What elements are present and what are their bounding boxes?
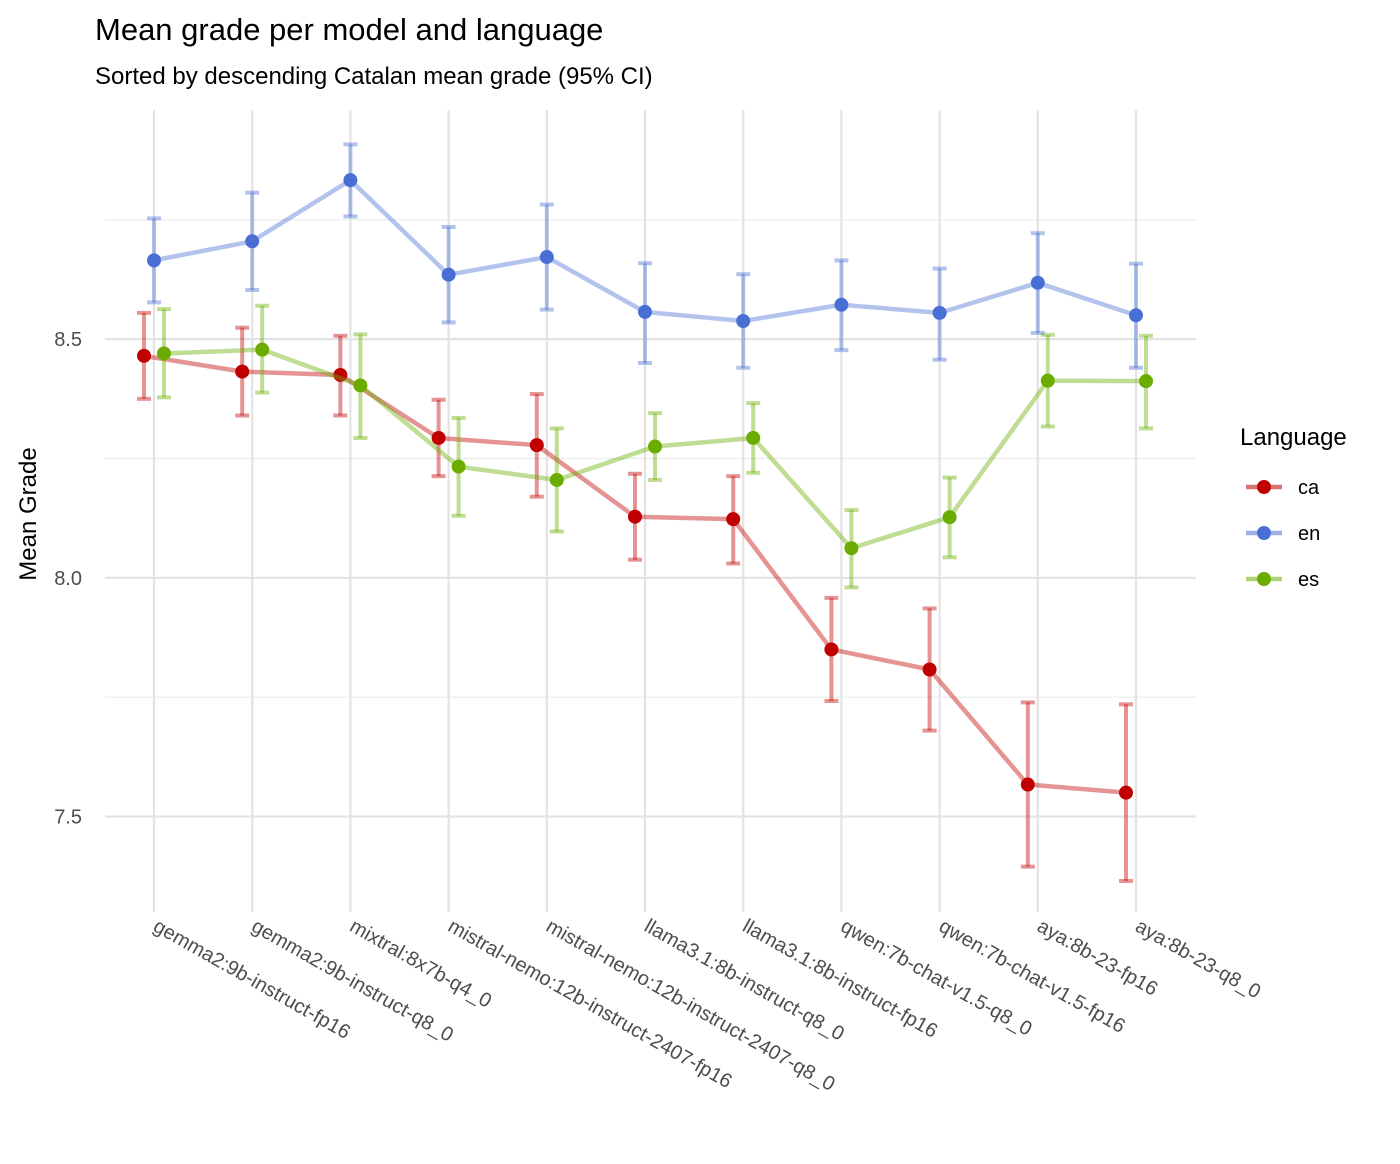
chart-title: Mean grade per model and language bbox=[95, 12, 603, 47]
y-axis-ticks: 7.5 8.0 8.5 bbox=[54, 329, 82, 828]
legend-key-point bbox=[1257, 480, 1271, 494]
data-point-es bbox=[844, 541, 859, 556]
series-line-ca bbox=[143, 353, 1127, 795]
data-point-ca bbox=[137, 348, 151, 363]
legend-key-point bbox=[1257, 526, 1271, 540]
x-axis-ticks: gemma2:9b-instruct-fp16gemma2:9b-instruc… bbox=[150, 915, 1265, 1096]
data-point-en bbox=[932, 305, 947, 320]
data-point-en bbox=[736, 314, 751, 329]
y-tick-label: 8.0 bbox=[54, 568, 82, 590]
series-layer bbox=[137, 142, 1153, 883]
data-point-en bbox=[1030, 275, 1045, 290]
series-ca bbox=[137, 310, 1133, 883]
legend-key-point bbox=[1257, 572, 1271, 586]
data-point-es bbox=[255, 342, 270, 357]
plot-grid bbox=[105, 110, 1196, 912]
data-point-ca bbox=[726, 512, 741, 527]
legend-label: en bbox=[1298, 523, 1320, 545]
legend-item-en: en bbox=[1246, 523, 1320, 545]
data-point-ca bbox=[431, 430, 446, 445]
data-point-en bbox=[441, 267, 456, 282]
data-point-es bbox=[549, 472, 564, 487]
y-tick-label: 7.5 bbox=[54, 807, 82, 829]
data-point-en bbox=[638, 304, 652, 319]
legend-title: Language bbox=[1240, 424, 1347, 451]
data-point-ca bbox=[333, 367, 348, 382]
data-point-ca bbox=[529, 438, 544, 453]
data-point-ca bbox=[922, 662, 937, 677]
data-point-ca bbox=[824, 642, 839, 657]
chart-subtitle: Sorted by descending Catalan mean grade … bbox=[95, 63, 653, 90]
data-point-en bbox=[834, 297, 849, 312]
y-axis-title: Mean Grade bbox=[15, 447, 42, 580]
data-point-ca bbox=[235, 364, 250, 379]
data-point-en bbox=[1129, 308, 1143, 323]
legend-item-ca: ca bbox=[1246, 477, 1320, 499]
legend-item-es: es bbox=[1246, 569, 1319, 591]
data-point-es bbox=[353, 378, 368, 393]
series-en bbox=[147, 142, 1143, 370]
data-point-es bbox=[648, 439, 662, 454]
data-point-es bbox=[942, 510, 957, 525]
data-point-es bbox=[451, 459, 466, 474]
data-point-ca bbox=[1119, 785, 1133, 800]
data-point-es bbox=[157, 346, 171, 361]
data-point-ca bbox=[1020, 777, 1035, 792]
legend-label: es bbox=[1298, 569, 1319, 591]
y-tick-label: 8.5 bbox=[54, 329, 82, 351]
data-point-en bbox=[245, 234, 260, 249]
legend: Language ca en es bbox=[1240, 424, 1347, 591]
data-point-en bbox=[147, 253, 161, 268]
data-point-en bbox=[343, 173, 358, 188]
data-point-es bbox=[1040, 373, 1055, 388]
data-point-es bbox=[1139, 374, 1153, 389]
data-point-en bbox=[539, 250, 554, 265]
series-es bbox=[157, 303, 1153, 590]
legend-label: ca bbox=[1298, 477, 1320, 499]
data-point-ca bbox=[628, 509, 642, 524]
data-point-es bbox=[746, 430, 761, 445]
